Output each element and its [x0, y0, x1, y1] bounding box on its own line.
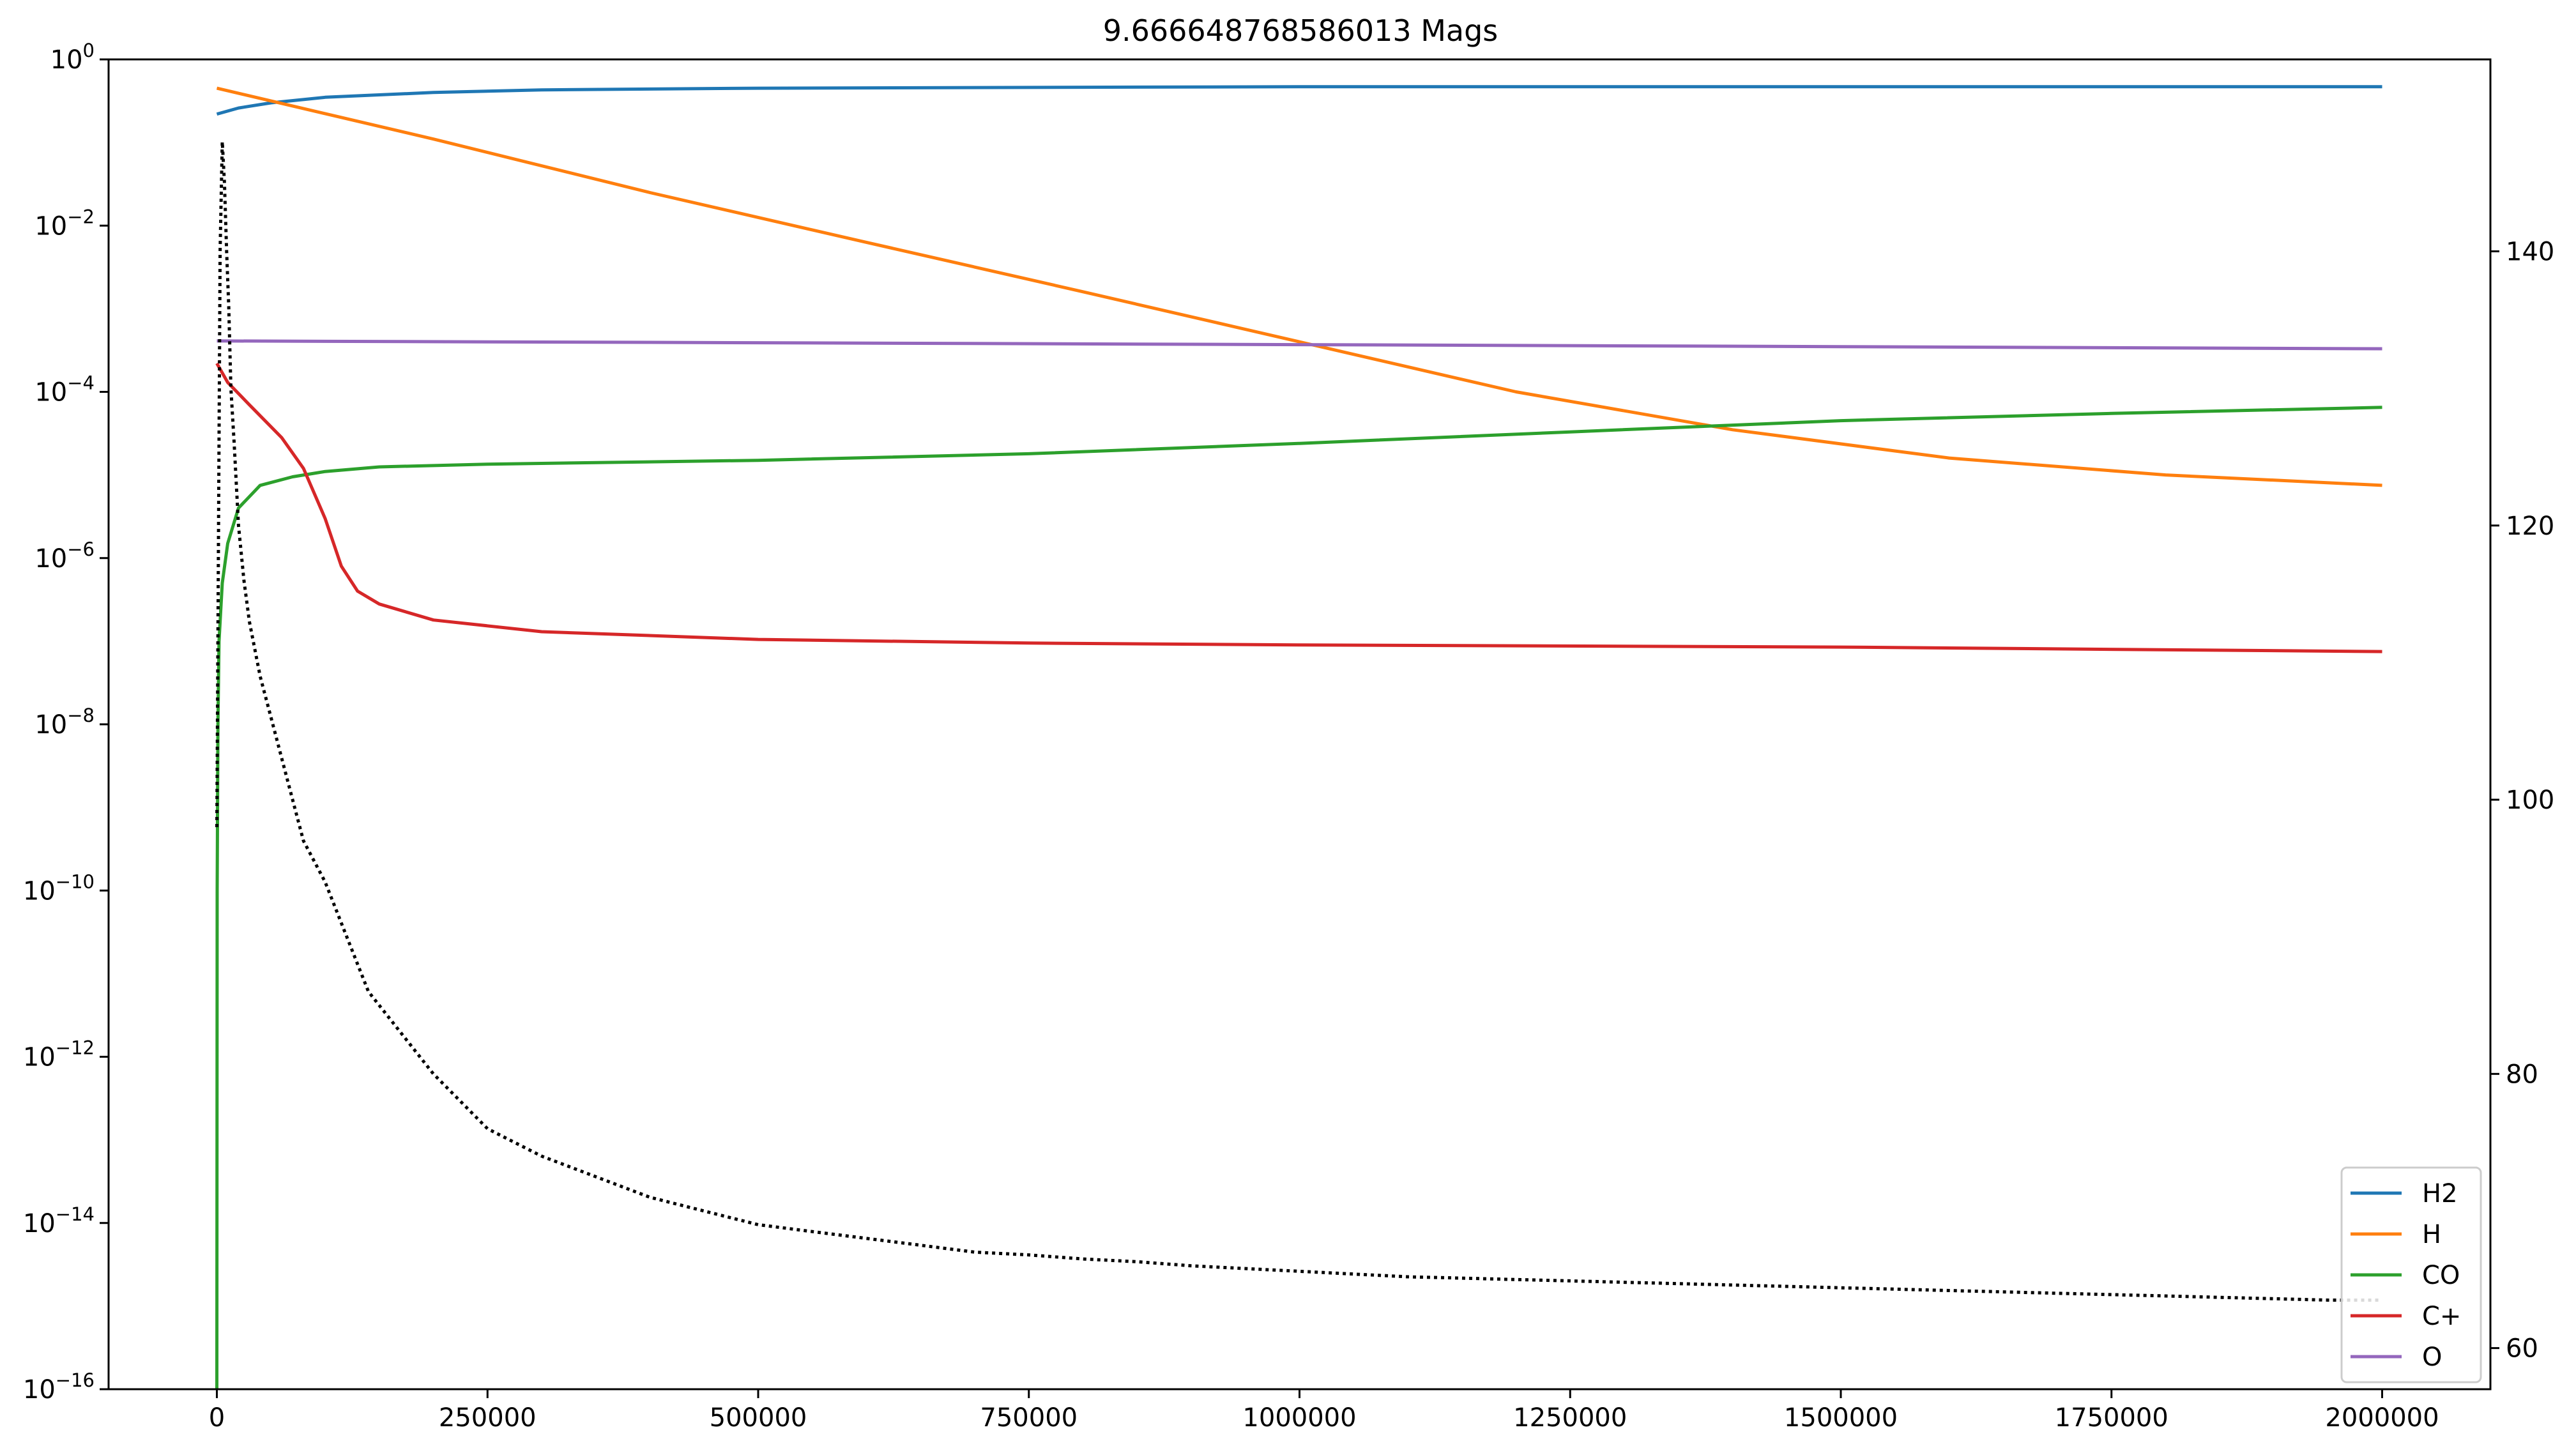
- x-tick-label: 2000000: [2325, 1403, 2439, 1433]
- y-tick-label-exponent: −8: [67, 705, 95, 726]
- y-tick-label-base: 10: [34, 544, 67, 574]
- legend: H2 H CO C+ O: [2340, 1166, 2482, 1383]
- y-tick-label-exponent: −12: [56, 1037, 95, 1059]
- y-tick-label-exponent: −10: [56, 871, 95, 892]
- x-tick-label: 1500000: [1784, 1403, 1898, 1433]
- y-tick-label-base: 10: [50, 45, 83, 75]
- legend-label-co: CO: [2422, 1261, 2460, 1290]
- x-tick-label: 1000000: [1242, 1403, 1356, 1433]
- x-tick-label: 750000: [980, 1403, 1078, 1433]
- y-tick-label: 10−16: [23, 1369, 95, 1405]
- y-tick-label: 10−8: [34, 705, 95, 740]
- y-axis-right: 60 80 100 120 140: [2490, 237, 2554, 1364]
- y-tick-label-base: 10: [23, 876, 56, 906]
- series-line-c-: [215, 362, 2382, 653]
- y-tick-label-base: 10: [34, 710, 67, 740]
- series-line-dotted-5: [215, 140, 2382, 1302]
- chart-title: 9.666648768586013 Mags: [1103, 13, 1498, 48]
- y-tick-label-exponent: −4: [67, 372, 95, 394]
- y-tick-label: 10−4: [34, 372, 95, 408]
- x-tick-label: 250000: [439, 1403, 537, 1433]
- y2-tick-label: 120: [2506, 512, 2554, 541]
- y-tick-label-exponent: −6: [67, 538, 95, 560]
- series-line-h2: [216, 85, 2382, 116]
- y2-tick-label: 100: [2506, 786, 2554, 815]
- y-tick-label-base: 10: [23, 1043, 56, 1072]
- y-tick-label: 10−2: [34, 206, 95, 241]
- legend-label-h2: H2: [2422, 1179, 2458, 1208]
- x-tick-label: 1750000: [2055, 1403, 2168, 1433]
- y-tick-label-exponent: 0: [83, 40, 95, 61]
- y2-tick-label: 140: [2506, 237, 2554, 266]
- y-tick-label-exponent: −2: [67, 206, 95, 227]
- plot-frame: [107, 58, 2492, 1390]
- x-axis: 0 250000 500000 750000 1000000 1250000 1500000…: [209, 1389, 2439, 1433]
- series-layer: [215, 85, 2382, 1390]
- y-tick-label: 10−14: [23, 1203, 95, 1238]
- legend-label-h: H: [2422, 1220, 2441, 1249]
- series-line-o: [217, 339, 2382, 351]
- y-tick-label-base: 10: [34, 211, 67, 241]
- y2-tick-label: 60: [2506, 1334, 2538, 1364]
- y-tick-label-exponent: −14: [56, 1203, 95, 1225]
- y-tick-label-base: 10: [23, 1209, 56, 1238]
- series-line-h: [216, 86, 2382, 487]
- legend-frame: [2340, 1166, 2482, 1383]
- y2-tick-label: 80: [2506, 1060, 2538, 1089]
- x-tick-label: 500000: [710, 1403, 807, 1433]
- x-tick-label: 0: [209, 1403, 225, 1433]
- y-tick-label: 10−6: [34, 538, 95, 574]
- x-tick-label: 1250000: [1513, 1403, 1627, 1433]
- y-tick-label-base: 10: [34, 378, 67, 408]
- y-tick-label: 100: [50, 40, 95, 75]
- legend-label-c-: C+: [2422, 1302, 2461, 1331]
- y-tick-label: 10−10: [23, 871, 95, 906]
- series-line-co: [215, 406, 2382, 1390]
- legend-label-o: O: [2422, 1343, 2442, 1372]
- y-tick-label-exponent: −16: [56, 1369, 95, 1391]
- y-tick-label: 10−12: [23, 1037, 95, 1072]
- y-tick-label-base: 10: [23, 1375, 56, 1405]
